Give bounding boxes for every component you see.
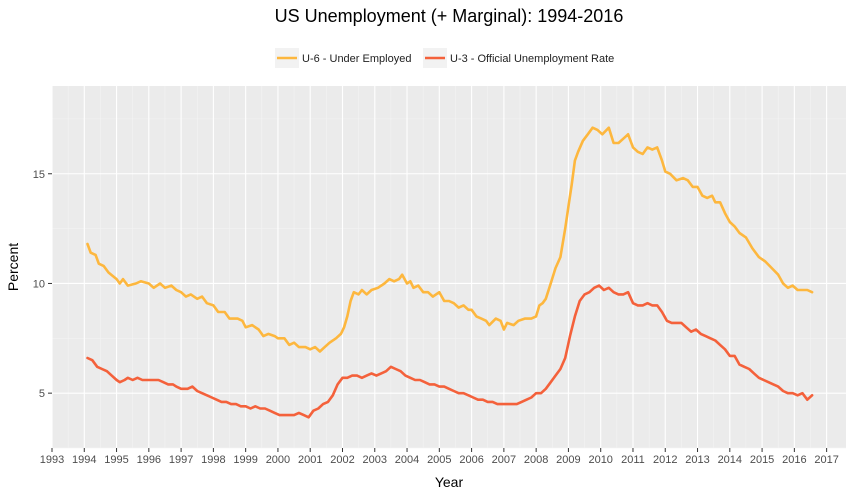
x-tick-label: 2005 (427, 454, 451, 466)
x-tick-label: 1994 (72, 454, 96, 466)
x-tick-label: 2000 (266, 454, 290, 466)
x-tick-label: 2003 (363, 454, 387, 466)
y-tick-label: 5 (39, 388, 45, 400)
chart-title: US Unemployment (+ Marginal): 1994-2016 (275, 6, 624, 26)
x-tick-label: 2002 (330, 454, 354, 466)
series-line-u6 (86, 126, 814, 353)
major-gridlines (51, 86, 846, 448)
x-tick-label: 2017 (814, 454, 838, 466)
x-tick-label: 2009 (556, 454, 580, 466)
x-tick-label: 1997 (169, 454, 193, 466)
x-tick-label: 2001 (298, 454, 322, 466)
x-tick-label: 2013 (685, 454, 709, 466)
x-tick-label: 1998 (201, 454, 225, 466)
x-tick-label: 1995 (104, 454, 128, 466)
series-line-u3 (86, 284, 814, 419)
x-tick-label: 1996 (137, 454, 161, 466)
y-tick-label: 15 (33, 169, 45, 181)
x-tick-label: 2015 (750, 454, 774, 466)
y-tick-label: 10 (33, 278, 45, 290)
x-tick-label: 2016 (782, 454, 806, 466)
x-tick-label: 2006 (459, 454, 483, 466)
x-tick-label: 2014 (718, 454, 742, 466)
x-axis: 1993 1994 1995 1996 1997 1998 1999 2000 2001 2002… (40, 448, 839, 466)
y-axis-title: Percent (5, 243, 21, 291)
x-tick-label: 2010 (588, 454, 612, 466)
x-axis-title: Year (435, 474, 464, 490)
minor-gridlines (52, 86, 846, 449)
x-tick-label: 2011 (621, 454, 645, 466)
series-layer (86, 126, 814, 419)
legend-label-u6: U-6 - Under Employed (302, 53, 411, 65)
x-tick-label: 2004 (395, 454, 419, 466)
x-tick-label: 2007 (492, 454, 516, 466)
x-tick-label: 2012 (653, 454, 677, 466)
x-tick-label: 2008 (524, 454, 548, 466)
x-tick-label: 1993 (40, 454, 64, 466)
y-axis: 5 10 15 (33, 169, 52, 400)
x-tick-label: 1999 (233, 454, 257, 466)
legend-label-u3: U-3 - Official Unemployment Rate (450, 53, 614, 65)
legend: U-6 - Under Employed U-3 - Official Unem… (275, 48, 614, 68)
